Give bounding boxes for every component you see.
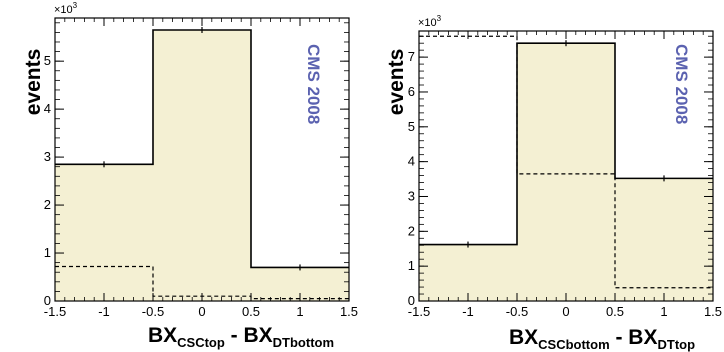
x-tick-label: -0.5 (506, 304, 528, 319)
y-tick-label: 0 (408, 293, 415, 308)
histogram-bar-fill (615, 178, 713, 301)
x-axis-label-left: BXCSCtop - BXDTbottom (148, 324, 334, 350)
plot-area (54, 17, 350, 302)
y-tick-label: 7 (408, 49, 415, 64)
histogram-bar-fill (153, 29, 251, 302)
x-tick-label: 1 (660, 304, 667, 319)
y-tick-label: 2 (44, 197, 51, 212)
histogram-panel-right: ×103 events BXCSCbottom - BXDTtop CMS 20… (385, 14, 722, 352)
x-tick-label: 0.5 (242, 304, 260, 319)
x-tick-label: -0.5 (142, 304, 164, 319)
y-tick-label: 3 (44, 149, 51, 164)
y-tick-label: 1 (408, 258, 415, 273)
y-tick-label: 4 (408, 154, 415, 169)
x-axis-label-right: BXCSCbottom - BXDTtop (509, 326, 695, 352)
y-multiplier-left: ×103 (54, 1, 78, 16)
x-tick-label: 0 (562, 304, 569, 319)
histogram-panel-left: ×103 events BXCSCtop - BXDTbottom CMS 20… (22, 1, 358, 350)
y-axis-label-right: events (385, 49, 408, 116)
plot-area (418, 30, 714, 302)
y-tick-label: 2 (408, 223, 415, 238)
histogram-bar-fill (55, 164, 153, 301)
x-tick-label: -1.5 (408, 304, 430, 319)
histogram-bar-fill (517, 43, 615, 302)
y-tick-label: 4 (44, 101, 51, 116)
y-tick-label: 6 (408, 84, 415, 99)
x-tick-label: 1 (296, 304, 303, 319)
x-tick-label: 0 (198, 304, 205, 319)
cms-annotation-right: CMS 2008 (672, 44, 691, 124)
histogram-outline-dashed (419, 35, 713, 289)
y-tick-label: 0 (44, 293, 51, 308)
cms-annotation-left: CMS 2008 (304, 44, 323, 124)
y-tick-label: 3 (408, 188, 415, 203)
y-tick-label: 5 (408, 119, 415, 134)
x-tick-label: -1.5 (44, 304, 66, 319)
x-tick-label: -1 (98, 304, 110, 319)
y-tick-label: 1 (44, 245, 51, 260)
y-tick-label: 5 (44, 53, 51, 68)
y-axis-label-left: events (22, 49, 45, 116)
x-tick-label: 1.5 (704, 304, 722, 319)
x-tick-label: 1.5 (340, 304, 358, 319)
y-multiplier-right: ×103 (418, 14, 442, 29)
histogram-bar-fill (419, 244, 517, 301)
x-tick-label: 0.5 (606, 304, 624, 319)
x-tick-label: -1 (462, 304, 474, 319)
